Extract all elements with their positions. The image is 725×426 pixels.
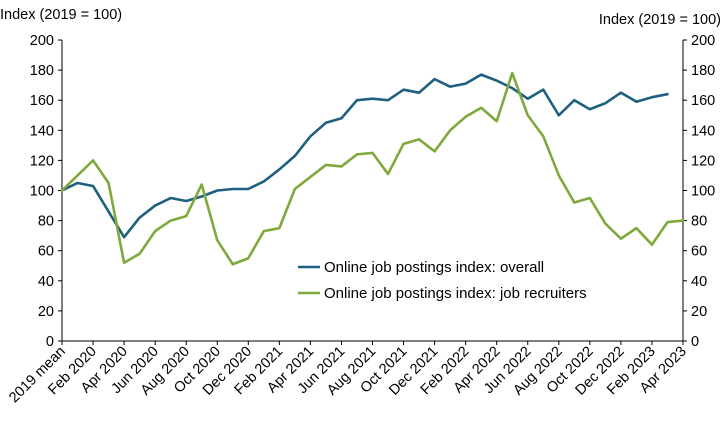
right-tick-label: 180 [691, 63, 715, 79]
series-lines [60, 71, 685, 266]
right-y-axis-title: Index (2019 = 100) [599, 12, 721, 28]
right-y-axis: 0 20 40 60 80 100 120 140 160 180 200 [683, 33, 715, 350]
right-tick-label: 100 [691, 184, 715, 200]
left-tick-label: 200 [30, 33, 54, 49]
left-tick-label: 20 [38, 304, 54, 320]
legend-label-1: Online job postings index: overall [324, 259, 544, 276]
right-tick-label: 0 [691, 334, 699, 350]
left-tick-label: 140 [30, 123, 54, 139]
legend-label-2: Online job postings index: job recruiter… [324, 285, 587, 302]
series-line-2 [60, 71, 685, 266]
right-tick-label: 60 [691, 244, 707, 260]
series-line-1 [60, 73, 669, 239]
right-tick-label: 120 [691, 153, 715, 169]
left-tick-label: 0 [46, 334, 54, 350]
left-tick-label: 80 [38, 214, 54, 230]
right-tick-label: 140 [691, 123, 715, 139]
legend: Online job postings index: overall Online… [298, 259, 587, 302]
left-y-axis-title: Index (2019 = 100) [0, 7, 122, 23]
left-y-axis: 0 20 40 60 80 100 120 140 160 180 200 [30, 33, 62, 350]
left-tick-label: 160 [30, 93, 54, 109]
right-tick-label: 20 [691, 304, 707, 320]
left-tick-label: 120 [30, 153, 54, 169]
left-tick-label: 180 [30, 63, 54, 79]
right-tick-label: 80 [691, 214, 707, 230]
right-tick-label: 40 [691, 274, 707, 290]
left-tick-label: 40 [38, 274, 54, 290]
right-tick-label: 160 [691, 93, 715, 109]
left-tick-label: 100 [30, 184, 54, 200]
right-tick-label: 200 [691, 33, 715, 49]
left-tick-label: 60 [38, 244, 54, 260]
